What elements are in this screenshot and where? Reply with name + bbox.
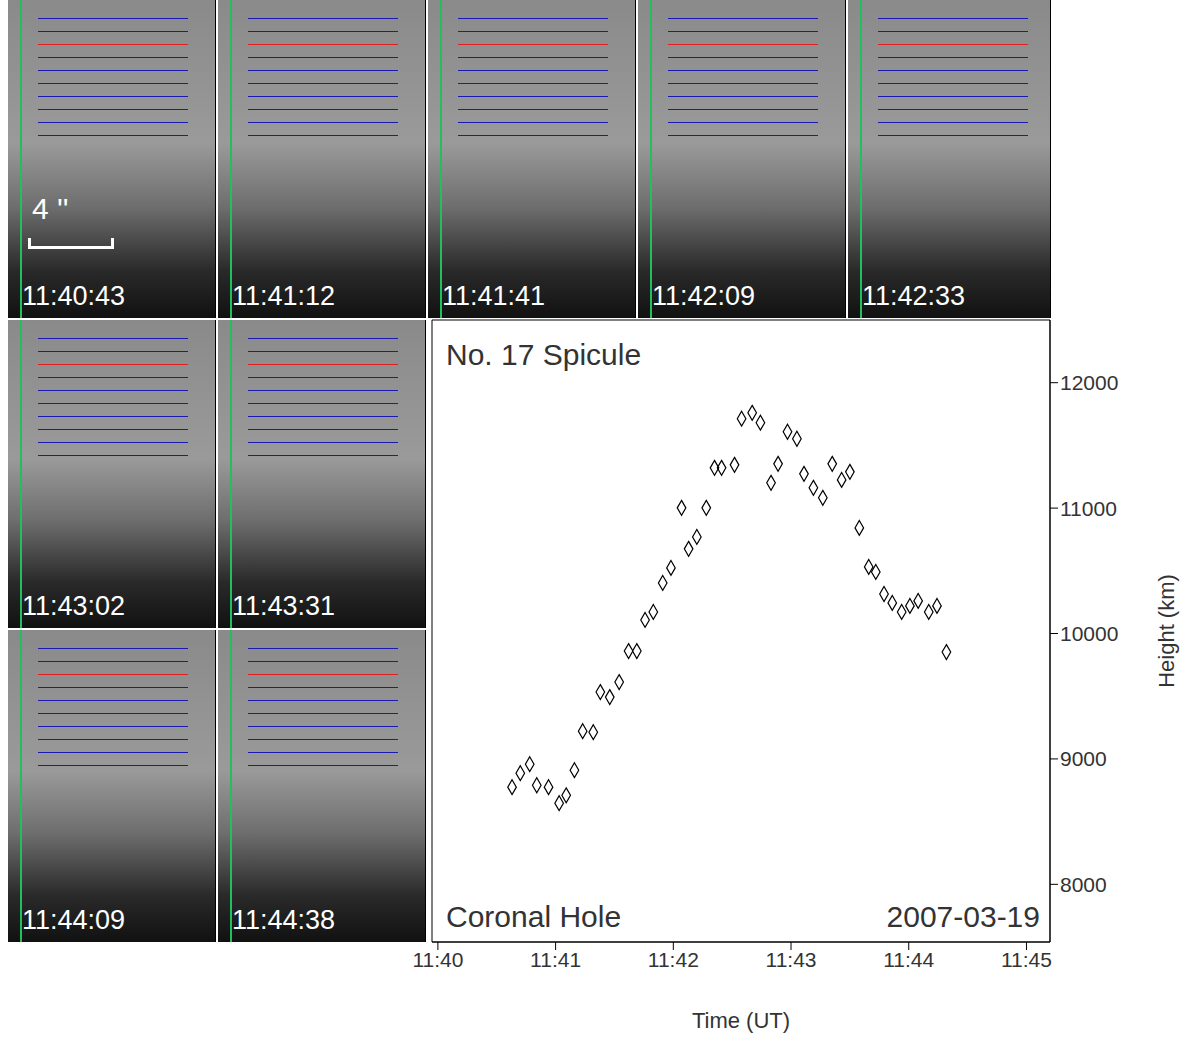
svg-text:11:40: 11:40: [412, 948, 463, 971]
svg-text:12000: 12000: [1060, 371, 1118, 394]
html-text:11:41:41: 11:41:41: [442, 281, 546, 311]
html-text:4 '': 4 '': [32, 192, 69, 225]
svg-text:11:42: 11:42: [648, 948, 699, 971]
html-text:No. 17 Spicule: No. 17 Spicule: [446, 338, 642, 371]
svg-text:11:45: 11:45: [1001, 948, 1052, 971]
html-text:Coronal Hole: Coronal Hole: [446, 900, 622, 933]
html-text:11:44:38: 11:44:38: [232, 905, 336, 935]
svg-text:11:44: 11:44: [883, 948, 934, 971]
svg-text:11000: 11000: [1060, 497, 1117, 520]
svg-text:Time (UT): Time (UT): [692, 1008, 790, 1033]
html-text:11:42:33: 11:42:33: [862, 281, 966, 311]
svg-text:11:41: 11:41: [530, 948, 581, 971]
html-text:11:41:12: 11:41:12: [232, 281, 336, 311]
svg-text:11:43: 11:43: [766, 948, 817, 971]
html-text:11:43:31: 11:43:31: [232, 591, 336, 621]
html-text:11:43:02: 11:43:02: [22, 591, 126, 621]
svg-text:Height (km): Height (km): [1154, 574, 1179, 688]
svg-text:10000: 10000: [1060, 622, 1118, 645]
html-text:11:40:43: 11:40:43: [22, 281, 126, 311]
html-text:11:44:09: 11:44:09: [22, 905, 126, 935]
html-text:2007-03-19: 2007-03-19: [886, 900, 1040, 933]
html-text:11:42:09: 11:42:09: [652, 281, 756, 311]
svg-text:9000: 9000: [1060, 747, 1107, 770]
svg-text:8000: 8000: [1060, 873, 1107, 896]
